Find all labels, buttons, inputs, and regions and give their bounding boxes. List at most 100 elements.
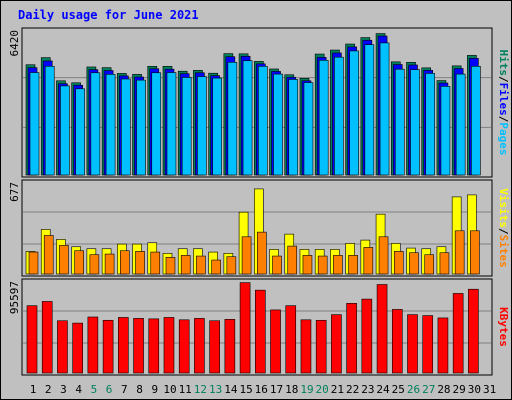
- x-tick-label-day-19: 19: [300, 383, 313, 396]
- bar-sites-day-20: [317, 255, 328, 275]
- x-tick-label-day-31: 31: [483, 383, 496, 396]
- bar-kbytes-day-3: [57, 320, 68, 374]
- bar-pages-day-28: [440, 86, 451, 176]
- chart-title: Daily usage for June 2021: [18, 8, 199, 22]
- bar-pages-day-3: [60, 85, 70, 176]
- bar-pages-day-30: [471, 66, 481, 176]
- bar-kbytes-day-25: [391, 309, 403, 374]
- ymax-label-panel-1: 6420: [8, 30, 21, 57]
- axis-labels: 642067795597Hits/Files/PagesVisits/Sites…: [8, 30, 510, 396]
- bar-kbytes-day-22: [346, 303, 357, 374]
- x-tick-label-day-18: 18: [285, 383, 298, 396]
- bar-pages-day-10: [166, 72, 177, 176]
- bar-sites-day-10: [165, 257, 176, 275]
- legend-separator: /: [497, 228, 510, 235]
- bar-sites-day-22: [348, 255, 358, 275]
- bar-pages-day-24: [379, 42, 390, 176]
- bar-pages-day-20: [318, 59, 329, 176]
- bar-kbytes-day-28: [437, 317, 449, 374]
- bar-kbytes-day-10: [163, 317, 175, 374]
- bar-pages-day-19: [303, 82, 314, 176]
- x-tick-label-day-15: 15: [239, 383, 252, 396]
- x-tick-label-day-7: 7: [121, 383, 128, 396]
- bar-kbytes-day-4: [72, 322, 83, 374]
- x-tick-label-day-25: 25: [392, 383, 405, 396]
- x-tick-label-day-14: 14: [224, 383, 238, 396]
- x-tick-label-day-21: 21: [331, 383, 344, 396]
- bar-kbytes-day-26: [407, 314, 418, 374]
- bar-kbytes-day-12: [194, 318, 205, 374]
- legend-sites: Sites: [497, 235, 510, 268]
- x-tick-label-day-6: 6: [106, 383, 113, 396]
- bar-pages-day-11: [181, 77, 192, 176]
- bar-sites-day-18: [287, 245, 298, 275]
- bar-sites-day-7: [120, 250, 130, 275]
- bar-kbytes-day-2: [41, 301, 53, 374]
- bar-sites-day-24: [378, 236, 389, 275]
- bar-kbytes-day-30: [468, 288, 479, 374]
- bar-kbytes-day-11: [178, 319, 190, 374]
- x-tick-label-day-26: 26: [407, 383, 420, 396]
- x-tick-label-day-9: 9: [151, 383, 158, 396]
- bar-sites-day-23: [363, 247, 374, 275]
- bar-pages-day-14: [227, 61, 238, 176]
- bar-kbytes-day-27: [422, 315, 434, 374]
- x-tick-label-day-17: 17: [270, 383, 283, 396]
- bar-sites-day-9: [150, 251, 161, 275]
- x-tick-label-day-12: 12: [194, 383, 207, 396]
- x-tick-label-day-8: 8: [136, 383, 143, 396]
- bar-sites-day-2: [43, 235, 54, 275]
- bar-pages-day-26: [410, 69, 420, 176]
- bar-sites-day-6: [104, 253, 115, 275]
- x-tick-label-day-27: 27: [422, 383, 435, 396]
- x-tick-label-day-29: 29: [453, 383, 466, 396]
- legend-separator: /: [497, 76, 510, 83]
- bar-sites-day-3: [59, 245, 69, 275]
- legend-kbytes: KBytes: [497, 307, 510, 347]
- x-tick-label-day-23: 23: [361, 383, 374, 396]
- bars: [25, 33, 481, 374]
- bar-sites-day-21: [333, 255, 343, 275]
- bar-kbytes-day-5: [87, 316, 99, 374]
- bar-pages-day-16: [257, 66, 268, 176]
- bar-pages-day-27: [425, 73, 436, 176]
- ymax-label-panel-2: 677: [8, 182, 21, 202]
- bar-pages-day-17: [273, 73, 283, 176]
- x-tick-label-day-30: 30: [468, 383, 481, 396]
- bar-pages-day-8: [136, 79, 146, 176]
- bar-sites-day-26: [409, 252, 419, 275]
- bar-pages-day-13: [212, 77, 222, 176]
- bar-sites-day-12: [196, 255, 206, 275]
- x-tick-label-day-16: 16: [255, 383, 268, 396]
- bar-pages-day-23: [364, 44, 375, 176]
- bar-pages-day-12: [197, 76, 207, 176]
- x-tick-label-day-24: 24: [376, 383, 390, 396]
- bar-kbytes-day-19: [300, 319, 312, 374]
- x-tick-label-day-3: 3: [60, 383, 67, 396]
- bar-sites-day-15: [241, 236, 252, 275]
- bar-sites-day-28: [439, 252, 450, 275]
- bar-pages-day-5: [90, 72, 101, 176]
- bar-pages-day-4: [75, 88, 85, 176]
- bar-pages-day-21: [334, 56, 344, 176]
- x-tick-label-day-1: 1: [30, 383, 37, 396]
- x-tick-label-day-4: 4: [75, 383, 82, 396]
- bar-sites-day-19: [302, 255, 313, 275]
- bar-kbytes-day-29: [452, 293, 464, 374]
- x-tick-label-day-20: 20: [316, 383, 329, 396]
- bar-kbytes-day-9: [148, 318, 160, 374]
- bar-pages-day-7: [121, 78, 131, 176]
- bar-sites-day-27: [424, 254, 435, 275]
- bar-kbytes-day-13: [209, 320, 220, 374]
- legend-separator: /: [497, 116, 510, 123]
- bar-sites-day-5: [89, 254, 100, 275]
- legend-hits: Hits: [497, 50, 510, 77]
- legend-visits: Visits: [497, 188, 510, 228]
- bar-kbytes-day-14: [224, 319, 236, 374]
- bar-sites-day-14: [226, 256, 237, 275]
- bar-pages-day-22: [349, 50, 359, 176]
- bar-pages-day-2: [44, 66, 55, 176]
- legend-panel-1: Hits/Files/Pages: [497, 50, 510, 156]
- bar-kbytes-day-1: [26, 305, 38, 374]
